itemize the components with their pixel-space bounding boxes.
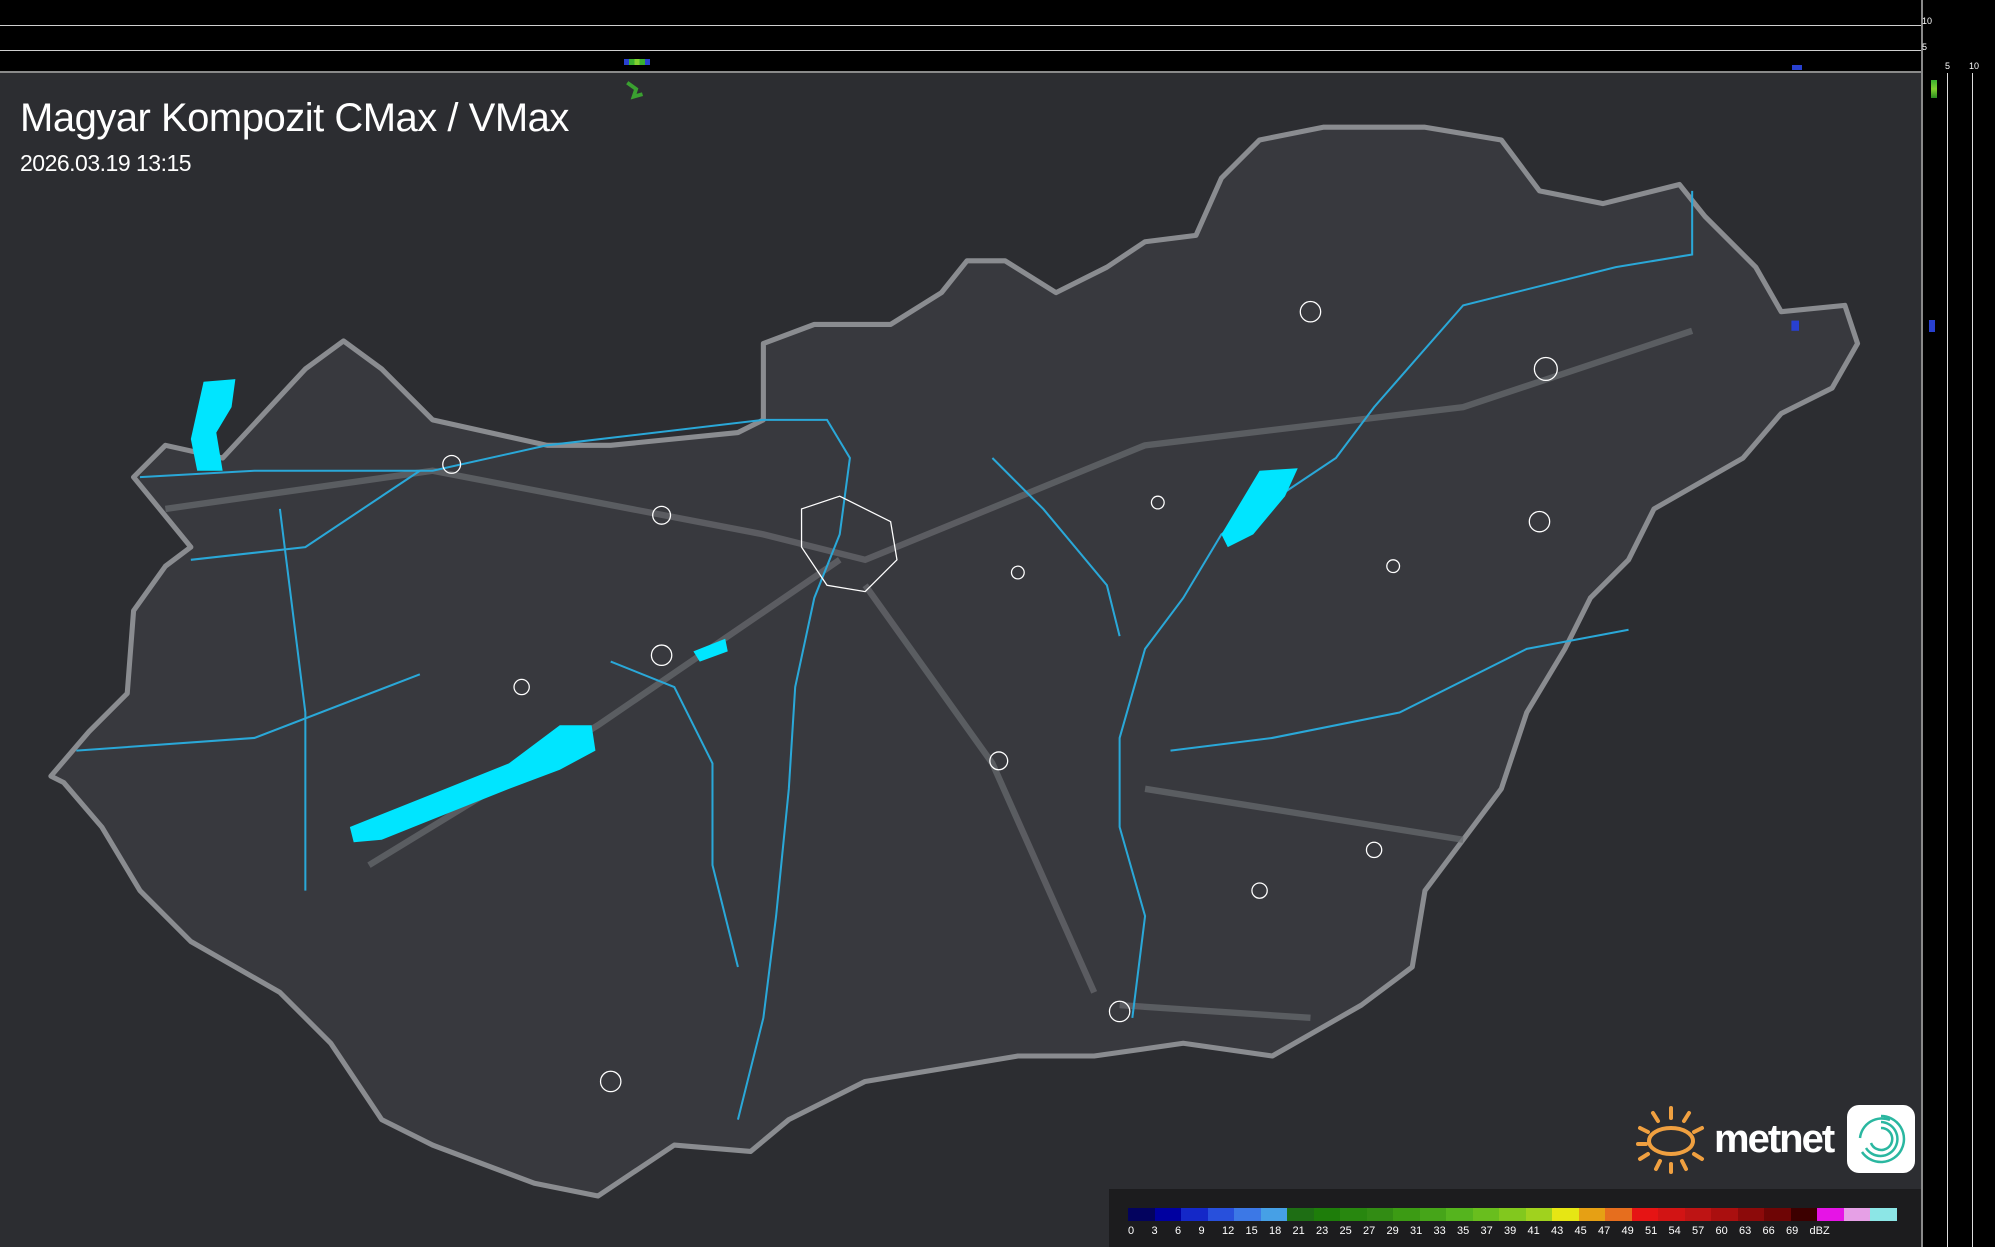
legend-label: 41 [1527,1225,1540,1237]
legend-label: 60 [1715,1225,1728,1237]
tisza-river [1118,190,1694,1018]
legend-label: 57 [1692,1225,1705,1237]
legend-swatch [1578,1208,1605,1221]
legend-label: 27 [1363,1225,1376,1237]
legend-label: 35 [1457,1225,1470,1237]
legend-label: 29 [1386,1225,1399,1237]
map-title: Magyar Kompozit CMax / VMax [20,96,569,140]
legend-swatch [1340,1208,1367,1221]
radar-echo-profile [624,59,650,65]
legend-label: 66 [1762,1225,1775,1237]
map-timestamp: 2026.03.19 13:15 [20,150,192,176]
vertical-profile-right: 10 5 5 10 [1921,0,1995,1247]
legend-swatch [1870,1208,1897,1221]
tick-label: 5 [1922,42,1928,52]
legend-swatch [1472,1208,1499,1221]
legend-label: 15 [1245,1225,1258,1237]
dbz-color-legend: 0 3 6 9 12 15 18 21 23 25 27 29 31 33 35 37 39 41 43 45 47 49… [1109,1189,1921,1247]
legend-unit: dBZ [1809,1225,1830,1237]
legend-swatch [1552,1208,1579,1221]
legend-label: 9 [1198,1225,1205,1237]
legend-swatch [1393,1208,1420,1221]
lake-tisza [1221,468,1298,548]
legend-label: 54 [1668,1225,1681,1237]
legend-label: 6 [1175,1225,1182,1237]
radar-map[interactable] [0,73,1921,1247]
legend-label: 25 [1339,1225,1352,1237]
rivers [76,190,1694,1120]
logo-text: metnet [1714,1116,1835,1161]
legend-swatch [1605,1208,1632,1221]
tick-label: 5 [1945,61,1951,71]
legend-swatch [1154,1208,1181,1221]
legend-label: 43 [1551,1225,1564,1237]
legend-label: 47 [1598,1225,1611,1237]
radar-echo [626,81,644,100]
map-layer [48,81,1861,1199]
legend-swatch [1234,1208,1261,1221]
legend-label: 18 [1269,1225,1282,1237]
legend-label: 23 [1316,1225,1329,1237]
swirl-icon [1858,1114,1906,1164]
legend-label: 33 [1433,1225,1446,1237]
legend-swatch [1711,1208,1738,1221]
legend-swatch [1207,1208,1234,1221]
legend-label: 37 [1480,1225,1493,1237]
legend-swatch [1181,1208,1208,1221]
app-icon [1847,1105,1916,1173]
legend-swatch [1658,1208,1685,1221]
gridline [1972,73,1973,1247]
legend-label: 51 [1645,1225,1658,1237]
gridline [0,50,1921,51]
gridline [0,25,1921,26]
lake-neusiedl [190,379,236,471]
legend-label: 63 [1739,1225,1752,1237]
hungary-border [48,124,1861,1199]
radar-echo-profile [1792,65,1802,70]
legend-swatch [1525,1208,1552,1221]
legend-label: 39 [1504,1225,1517,1237]
metnet-logo[interactable]: metnet [1636,1104,1916,1174]
legend-swatches [1128,1208,1897,1221]
legend-label: 21 [1292,1225,1305,1237]
legend-swatch [1843,1208,1870,1221]
legend-swatch [1764,1208,1791,1221]
tick-label: 10 [1922,16,1933,26]
settlements [442,300,1558,1093]
vertical-profile-top [0,0,1921,73]
legend-swatch [1419,1208,1446,1221]
legend-labels: 0 3 6 9 12 15 18 21 23 25 27 29 31 33 35 37 39 41 43 45 47 49… [1128,1225,1833,1237]
radar-echo [1791,320,1800,331]
legend-swatch [1499,1208,1526,1221]
danube-river [139,418,851,1120]
legend-swatch [1446,1208,1473,1221]
radar-echo-profile [1929,320,1935,332]
lake-velence [693,638,728,662]
legend-label: 0 [1128,1225,1135,1237]
legend-label: 31 [1410,1225,1423,1237]
legend-label: 49 [1621,1225,1634,1237]
sun-logo-icon [1636,1106,1704,1174]
gridline [1947,73,1948,1247]
tick-label: 10 [1969,61,1980,71]
legend-swatch [1287,1208,1314,1221]
lakes [190,379,1298,843]
legend-swatch [1260,1208,1287,1221]
legend-swatch [1366,1208,1393,1221]
legend-label: 3 [1151,1225,1158,1237]
legend-label: 69 [1786,1225,1799,1237]
legend-swatch [1817,1208,1844,1221]
legend-swatch [1737,1208,1764,1221]
legend-swatch [1684,1208,1711,1221]
radar-echo-profile [1931,80,1937,98]
legend-swatch [1790,1208,1817,1221]
legend-label: 45 [1574,1225,1587,1237]
legend-swatch [1128,1208,1155,1221]
legend-swatch [1631,1208,1658,1221]
legend-label: 12 [1222,1225,1235,1237]
legend-swatch [1313,1208,1340,1221]
lake-balaton [349,725,596,843]
